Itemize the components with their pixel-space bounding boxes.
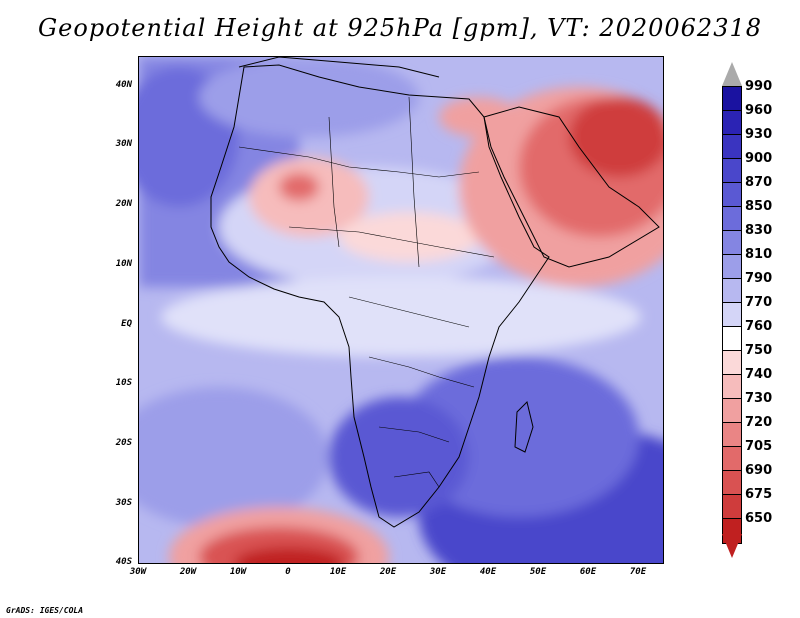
colorbar-swatch <box>722 470 742 496</box>
lon-label-10w: 10W <box>229 567 247 577</box>
colorbar-swatch <box>722 326 742 352</box>
colorbar-swatch <box>722 302 742 328</box>
border-south <box>378 426 450 443</box>
colorbar-swatch <box>722 350 742 376</box>
colorbar-label: 770 <box>745 295 773 310</box>
lat-label-30s: 30S <box>115 498 132 508</box>
colorbar-swatch <box>722 254 742 280</box>
lon-label-50e: 50E <box>529 567 547 577</box>
border-algeria <box>328 116 340 248</box>
colorbar-label: 650 <box>745 511 773 526</box>
lat-label-40n: 40N <box>115 80 132 90</box>
arabia-coast <box>483 106 660 268</box>
lon-label-40e: 40E <box>479 567 497 577</box>
lat-label-20n: 20N <box>115 199 132 209</box>
lon-label-70e: 70E <box>629 567 647 577</box>
footer-credit: GrADS: IGES/COLA <box>6 606 84 615</box>
map-panel <box>138 56 664 564</box>
lon-label-30w: 30W <box>129 567 147 577</box>
colorbar-swatch <box>722 398 742 424</box>
europe-coast <box>238 57 440 78</box>
colorbar-top-arrow <box>722 62 742 86</box>
colorbar-label: 705 <box>745 439 773 454</box>
colorbar-swatch <box>722 134 742 160</box>
colorbar-label: 790 <box>745 271 773 286</box>
colorbar-swatch <box>722 230 742 256</box>
lat-label-10s: 10S <box>115 378 132 388</box>
colorbar-label: 720 <box>745 415 773 430</box>
colorbar-label: 810 <box>745 247 773 262</box>
lon-label-20w: 20W <box>179 567 197 577</box>
madagascar-coast <box>514 401 534 453</box>
lon-label-30e: 30E <box>429 567 447 577</box>
colorbar-label: 675 <box>745 487 773 502</box>
sahara-low-core <box>279 173 319 201</box>
colorbar-swatch <box>722 374 742 400</box>
border-libya <box>408 96 420 268</box>
lat-label-eq: EQ <box>121 319 132 329</box>
map-title: Geopotential Height at 925hPa [gpm], VT:… <box>38 14 762 42</box>
colorbar-label: 690 <box>745 463 773 478</box>
iran-low-core <box>569 97 663 177</box>
colorbar-swatch <box>722 494 742 520</box>
lon-label-0: 0 <box>285 567 291 577</box>
colorbar-label: 960 <box>745 103 773 118</box>
colorbar-swatch <box>722 86 742 112</box>
colorbar-label: 900 <box>745 151 773 166</box>
colorbar-swatch <box>722 158 742 184</box>
colorbar-label: 730 <box>745 391 773 406</box>
colorbar-label: 930 <box>745 127 773 142</box>
colorbar-label: 870 <box>745 175 773 190</box>
mediterranean-band <box>199 57 419 137</box>
equatorial-band <box>161 277 641 357</box>
border-sa <box>393 471 440 488</box>
lat-label-20s: 20S <box>115 438 132 448</box>
africa-coast <box>210 64 550 528</box>
border-congo <box>368 356 475 388</box>
chad-low <box>339 212 479 262</box>
colorbar-swatch <box>722 278 742 304</box>
colorbar-label: 740 <box>745 367 773 382</box>
lon-label-10e: 10E <box>329 567 347 577</box>
colorbar-bottom-arrow <box>722 534 742 558</box>
country-borders <box>238 96 495 488</box>
border-central <box>348 296 470 328</box>
coastlines <box>210 57 660 528</box>
geopotential-field <box>139 57 663 563</box>
colorbar-swatch <box>722 206 742 232</box>
colorbar-swatch <box>722 110 742 136</box>
lon-label-60e: 60E <box>579 567 597 577</box>
border-north <box>238 146 480 178</box>
lat-label-30n: 30N <box>115 139 132 149</box>
colorbar-swatch <box>722 182 742 208</box>
lat-label-10n: 10N <box>115 259 132 269</box>
lat-label-40s: 40S <box>115 557 132 567</box>
border-sahel <box>288 226 495 258</box>
colorbar-label: 990 <box>745 79 773 94</box>
colorbar-swatch <box>722 446 742 472</box>
colorbar-label: 830 <box>745 223 773 238</box>
south-atlantic-high <box>139 387 329 527</box>
colorbar-label: 760 <box>745 319 773 334</box>
field-shading <box>139 57 663 563</box>
colorbar-label: 850 <box>745 199 773 214</box>
southern-africa-high <box>329 397 469 517</box>
colorbar-swatch <box>722 422 742 448</box>
lon-label-20e: 20E <box>379 567 397 577</box>
levant-low <box>439 97 519 137</box>
colorbar-label: 750 <box>745 343 773 358</box>
south-atlantic-low-core <box>234 547 344 563</box>
